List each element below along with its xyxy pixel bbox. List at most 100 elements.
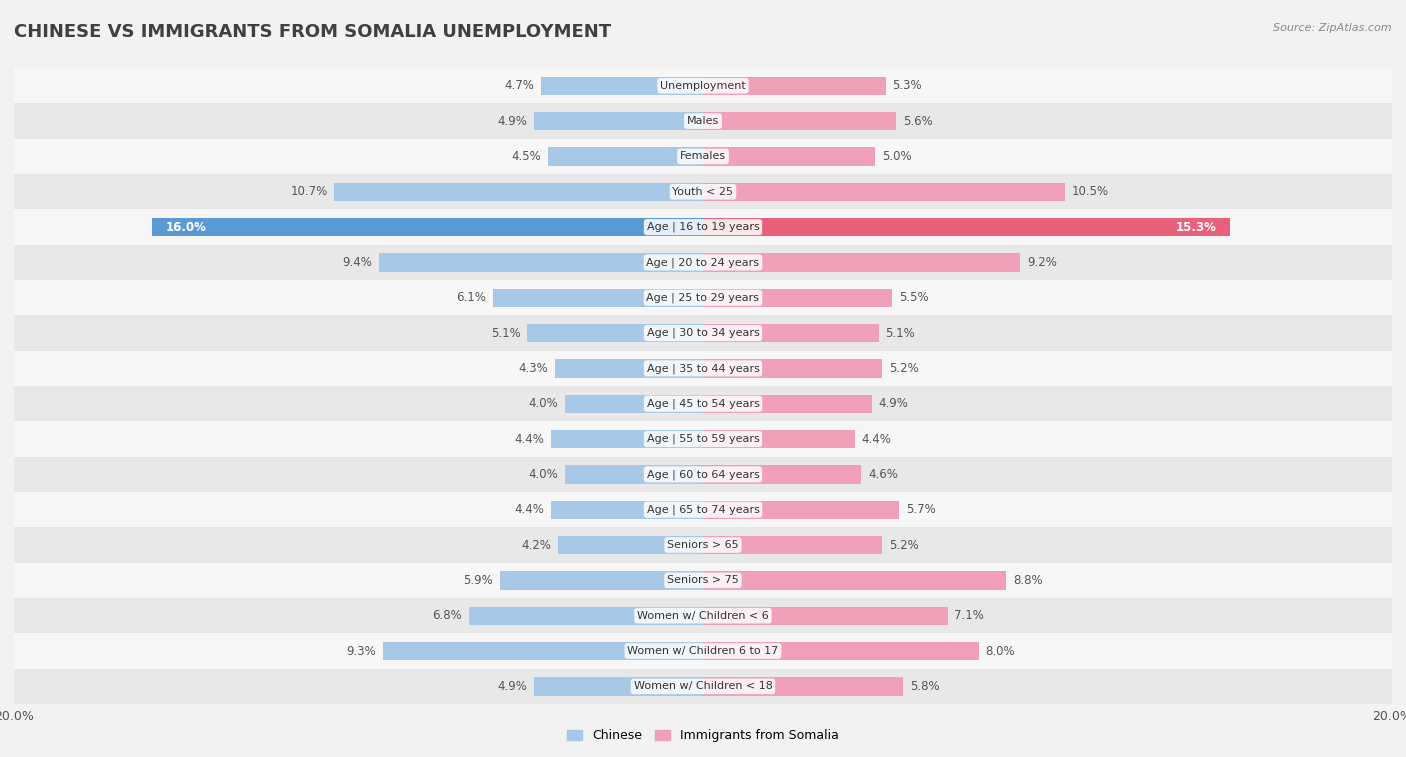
Bar xyxy=(565,466,703,484)
Text: 6.1%: 6.1% xyxy=(456,291,486,304)
Text: Women w/ Children < 18: Women w/ Children < 18 xyxy=(634,681,772,691)
Text: Females: Females xyxy=(681,151,725,161)
Text: 5.9%: 5.9% xyxy=(463,574,494,587)
Text: Women w/ Children < 6: Women w/ Children < 6 xyxy=(637,611,769,621)
Text: Age | 60 to 64 years: Age | 60 to 64 years xyxy=(647,469,759,480)
Text: Age | 16 to 19 years: Age | 16 to 19 years xyxy=(647,222,759,232)
Text: 5.2%: 5.2% xyxy=(889,362,918,375)
FancyBboxPatch shape xyxy=(14,139,1392,174)
Bar xyxy=(703,112,896,130)
Text: Age | 55 to 59 years: Age | 55 to 59 years xyxy=(647,434,759,444)
Bar xyxy=(380,254,703,272)
Text: Source: ZipAtlas.com: Source: ZipAtlas.com xyxy=(1274,23,1392,33)
Text: Unemployment: Unemployment xyxy=(661,81,745,91)
Text: Age | 30 to 34 years: Age | 30 to 34 years xyxy=(647,328,759,338)
Bar xyxy=(335,182,703,201)
FancyBboxPatch shape xyxy=(14,68,1392,104)
Bar xyxy=(541,76,703,95)
Text: Age | 35 to 44 years: Age | 35 to 44 years xyxy=(647,363,759,374)
FancyBboxPatch shape xyxy=(14,104,1392,139)
FancyBboxPatch shape xyxy=(14,280,1392,316)
Text: Age | 45 to 54 years: Age | 45 to 54 years xyxy=(647,398,759,409)
Bar xyxy=(555,360,703,378)
Text: Youth < 25: Youth < 25 xyxy=(672,187,734,197)
FancyBboxPatch shape xyxy=(14,634,1392,668)
Bar xyxy=(468,606,703,625)
Text: Age | 20 to 24 years: Age | 20 to 24 years xyxy=(647,257,759,268)
FancyBboxPatch shape xyxy=(14,210,1392,245)
Text: 4.3%: 4.3% xyxy=(519,362,548,375)
Text: 5.0%: 5.0% xyxy=(882,150,911,163)
Bar xyxy=(703,500,900,519)
Text: 16.0%: 16.0% xyxy=(166,220,207,234)
Bar xyxy=(703,430,855,448)
Text: 4.9%: 4.9% xyxy=(879,397,908,410)
Text: 6.8%: 6.8% xyxy=(432,609,461,622)
Text: 5.1%: 5.1% xyxy=(491,326,520,340)
FancyBboxPatch shape xyxy=(14,528,1392,562)
Bar xyxy=(703,288,893,307)
Text: 4.5%: 4.5% xyxy=(512,150,541,163)
Text: 15.3%: 15.3% xyxy=(1175,220,1216,234)
Bar xyxy=(551,430,703,448)
Text: 8.8%: 8.8% xyxy=(1012,574,1043,587)
Text: 4.4%: 4.4% xyxy=(862,432,891,446)
Text: Age | 65 to 74 years: Age | 65 to 74 years xyxy=(647,504,759,515)
Text: 5.6%: 5.6% xyxy=(903,114,932,128)
Text: 4.4%: 4.4% xyxy=(515,503,544,516)
Text: 4.7%: 4.7% xyxy=(505,79,534,92)
Text: 5.8%: 5.8% xyxy=(910,680,939,693)
Text: 5.5%: 5.5% xyxy=(900,291,929,304)
Text: 5.1%: 5.1% xyxy=(886,326,915,340)
Text: 10.7%: 10.7% xyxy=(290,185,328,198)
Bar xyxy=(152,218,703,236)
FancyBboxPatch shape xyxy=(14,174,1392,210)
Bar xyxy=(551,500,703,519)
Text: 4.2%: 4.2% xyxy=(522,538,551,552)
FancyBboxPatch shape xyxy=(14,386,1392,422)
FancyBboxPatch shape xyxy=(14,245,1392,280)
Bar xyxy=(534,678,703,696)
Text: CHINESE VS IMMIGRANTS FROM SOMALIA UNEMPLOYMENT: CHINESE VS IMMIGRANTS FROM SOMALIA UNEMP… xyxy=(14,23,612,41)
Text: Seniors > 65: Seniors > 65 xyxy=(668,540,738,550)
Bar xyxy=(703,218,1230,236)
Text: 4.0%: 4.0% xyxy=(529,468,558,481)
FancyBboxPatch shape xyxy=(14,456,1392,492)
Text: Women w/ Children 6 to 17: Women w/ Children 6 to 17 xyxy=(627,646,779,656)
FancyBboxPatch shape xyxy=(14,562,1392,598)
Bar xyxy=(534,112,703,130)
FancyBboxPatch shape xyxy=(14,492,1392,528)
Bar xyxy=(703,76,886,95)
Bar xyxy=(565,394,703,413)
Text: Males: Males xyxy=(688,116,718,126)
Bar xyxy=(703,324,879,342)
Text: 5.3%: 5.3% xyxy=(893,79,922,92)
Bar xyxy=(703,394,872,413)
Text: 4.9%: 4.9% xyxy=(498,114,527,128)
FancyBboxPatch shape xyxy=(14,350,1392,386)
Bar xyxy=(703,182,1064,201)
Text: 4.0%: 4.0% xyxy=(529,397,558,410)
FancyBboxPatch shape xyxy=(14,422,1392,456)
FancyBboxPatch shape xyxy=(14,598,1392,634)
Text: 7.1%: 7.1% xyxy=(955,609,984,622)
Bar xyxy=(703,572,1007,590)
Text: Age | 25 to 29 years: Age | 25 to 29 years xyxy=(647,292,759,303)
Text: 9.4%: 9.4% xyxy=(343,256,373,269)
Text: 8.0%: 8.0% xyxy=(986,644,1015,658)
Bar xyxy=(703,678,903,696)
Text: Seniors > 75: Seniors > 75 xyxy=(666,575,740,585)
Bar xyxy=(703,642,979,660)
FancyBboxPatch shape xyxy=(14,668,1392,704)
Bar xyxy=(703,466,862,484)
Bar xyxy=(558,536,703,554)
Bar xyxy=(703,254,1019,272)
Bar xyxy=(703,360,882,378)
Text: 4.4%: 4.4% xyxy=(515,432,544,446)
Legend: Chinese, Immigrants from Somalia: Chinese, Immigrants from Somalia xyxy=(567,729,839,743)
Text: 4.6%: 4.6% xyxy=(869,468,898,481)
Text: 5.2%: 5.2% xyxy=(889,538,918,552)
Bar xyxy=(382,642,703,660)
Bar xyxy=(703,606,948,625)
Bar xyxy=(494,288,703,307)
